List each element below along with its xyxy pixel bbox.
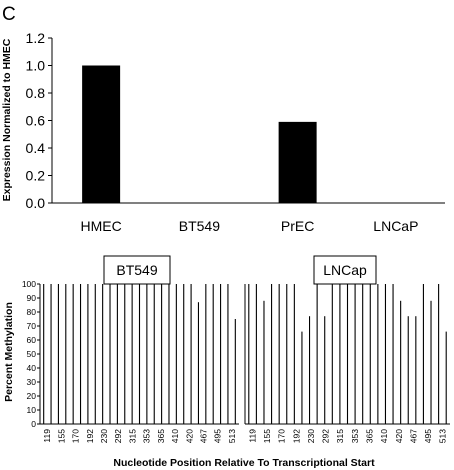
lncap-x-tick-label: 410: [379, 429, 389, 443]
bt549-x-tick-label: 495: [213, 429, 223, 443]
expression-category-label: HMEC: [81, 218, 122, 234]
lncap-x-tick-label: 467: [408, 429, 418, 443]
expression-y-tick-label: 0.2: [26, 168, 46, 184]
lncap-title-box: [313, 255, 377, 285]
bt549-y-tick-label: 30: [27, 377, 37, 387]
expression-y-tick-label: 1.2: [26, 30, 46, 46]
bt549-y-tick-label: 40: [27, 363, 37, 373]
lncap-x-tick-label: 192: [291, 429, 301, 443]
expression-y-tick-label: 0.8: [26, 85, 46, 101]
methylation-y-axis-label: Percent Methylation: [3, 302, 15, 402]
expression-y-tick-label: 0.4: [26, 140, 46, 156]
lncap-title: LNCap: [323, 262, 367, 278]
expression-category-label: BT549: [179, 218, 220, 234]
expression-y-tick-label: 0.6: [26, 113, 46, 129]
panel-label: C: [2, 4, 16, 25]
lncap-x-tick-label: 315: [335, 429, 345, 443]
bt549-x-tick-label: 410: [170, 429, 180, 443]
expression-y-tick-label: 0.0: [26, 195, 46, 211]
bt549-methylation-chart: Percent Methylation BT549 0 10 20 30 40 50 60 7…: [3, 255, 239, 443]
expression-bar-chart: Expression Normalized to HMEC 0.0 0.2 0.4 0…: [1, 30, 445, 234]
bt549-title-box: [103, 255, 171, 285]
bt549-y-tick-label: 10: [27, 405, 37, 415]
bt549-x-tick-label: 155: [56, 429, 66, 443]
bt549-x-tick-label: 192: [85, 429, 95, 443]
lncap-x-tick-label: 513: [438, 429, 448, 443]
expression-y-tick-label: 1.0: [26, 58, 46, 74]
bt549-y-tick-label: 90: [27, 293, 37, 303]
lncap-methylation-chart: LNCap 119 155 170 192 230 292 315 353 365 410 420 4…: [244, 255, 450, 443]
expression-category-label: PrEC: [281, 218, 314, 234]
bt549-y-tick-label: 20: [27, 391, 37, 401]
lncap-x-tick-label: 119: [247, 429, 257, 443]
bt549-x-tick-label: 230: [99, 429, 109, 443]
methylation-x-axis-label: Nucleotide Position Relative To Transcri…: [113, 457, 375, 469]
bt549-x-tick-label: 170: [71, 429, 81, 443]
lncap-x-tick-label: 170: [277, 429, 287, 443]
expression-bar: [278, 121, 317, 203]
bt549-y-tick-label: 80: [27, 307, 37, 317]
lncap-x-tick-label: 353: [350, 429, 360, 443]
bt549-y-tick-label: 100: [22, 279, 36, 289]
lncap-x-tick-label: 155: [262, 429, 272, 443]
lncap-x-tick-label: 495: [423, 429, 433, 443]
lncap-x-tick-label: 365: [364, 429, 374, 443]
bt549-y-tick-label: 50: [27, 349, 37, 359]
bt549-y-tick-label: 70: [27, 321, 37, 331]
bt549-x-tick-label: 513: [227, 429, 237, 443]
bt549-x-tick-label: 119: [42, 429, 52, 443]
bt549-x-tick-label: 292: [113, 429, 123, 443]
bt549-y-tick-label: 60: [27, 335, 37, 345]
bt549-x-tick-label: 353: [142, 429, 152, 443]
lncap-x-tick-label: 230: [306, 429, 316, 443]
lncap-x-tick-label: 292: [321, 429, 331, 443]
bt549-x-tick-label: 420: [184, 429, 194, 443]
bt549-title: BT549: [116, 262, 157, 278]
expression-y-axis-label: Expression Normalized to HMEC: [1, 38, 13, 201]
bt549-y-tick-label: 0: [31, 419, 36, 429]
lncap-x-tick-label: 420: [394, 429, 404, 443]
expression-category-label: LNCaP: [373, 218, 418, 234]
bt549-x-tick-label: 315: [127, 429, 137, 443]
expression-bar: [82, 65, 121, 203]
bt549-x-tick-label: 467: [198, 429, 208, 443]
bt549-x-tick-label: 365: [156, 429, 166, 443]
